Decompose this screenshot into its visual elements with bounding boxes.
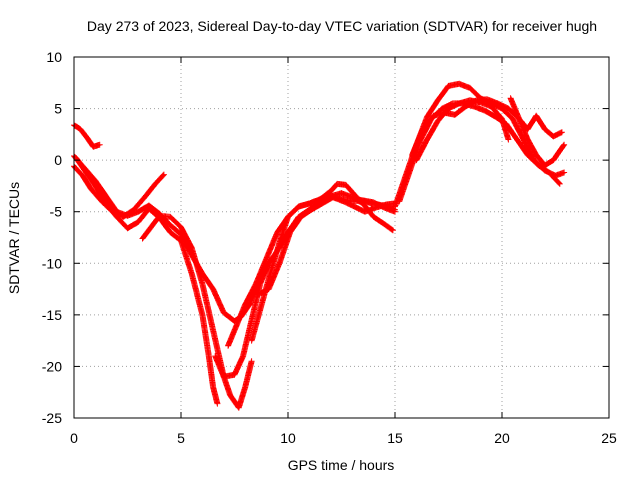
x-tick-label: 15 — [387, 430, 403, 446]
y-tick-label: 5 — [54, 101, 62, 117]
chart-title: Day 273 of 2023, Sidereal Day-to-day VTE… — [87, 18, 597, 34]
data-points — [71, 80, 568, 411]
plot-frame — [73, 56, 610, 419]
y-tick-label: -10 — [42, 255, 62, 271]
data-marks — [507, 95, 565, 140]
series-track-13 — [507, 95, 565, 140]
series-track-9 — [255, 194, 398, 298]
x-tick-label: 0 — [70, 430, 78, 446]
data-marks — [248, 180, 398, 344]
axis-ticks: 0 5 10 15 20 25 -25 -20 -15 -10 -5 0 5 10 — [42, 49, 617, 446]
y-tick-label: 10 — [46, 49, 62, 65]
y-axis-label: SDTVAR / TECUs — [6, 182, 22, 294]
series-track-8 — [248, 180, 398, 344]
x-axis-label: GPS time / hours — [288, 457, 395, 473]
y-tick-label: 0 — [54, 152, 62, 168]
x-tick-label: 25 — [601, 430, 617, 446]
data-marks — [255, 194, 398, 298]
y-tick-label: -15 — [42, 307, 62, 323]
y-tick-label: -25 — [42, 410, 62, 426]
y-tick-label: -20 — [42, 358, 62, 374]
x-tick-label: 20 — [494, 430, 510, 446]
x-tick-label: 10 — [280, 430, 296, 446]
y-tick-label: -5 — [50, 204, 63, 220]
x-tick-label: 5 — [177, 430, 185, 446]
series-track-14 — [413, 97, 512, 164]
data-marks — [413, 97, 512, 164]
